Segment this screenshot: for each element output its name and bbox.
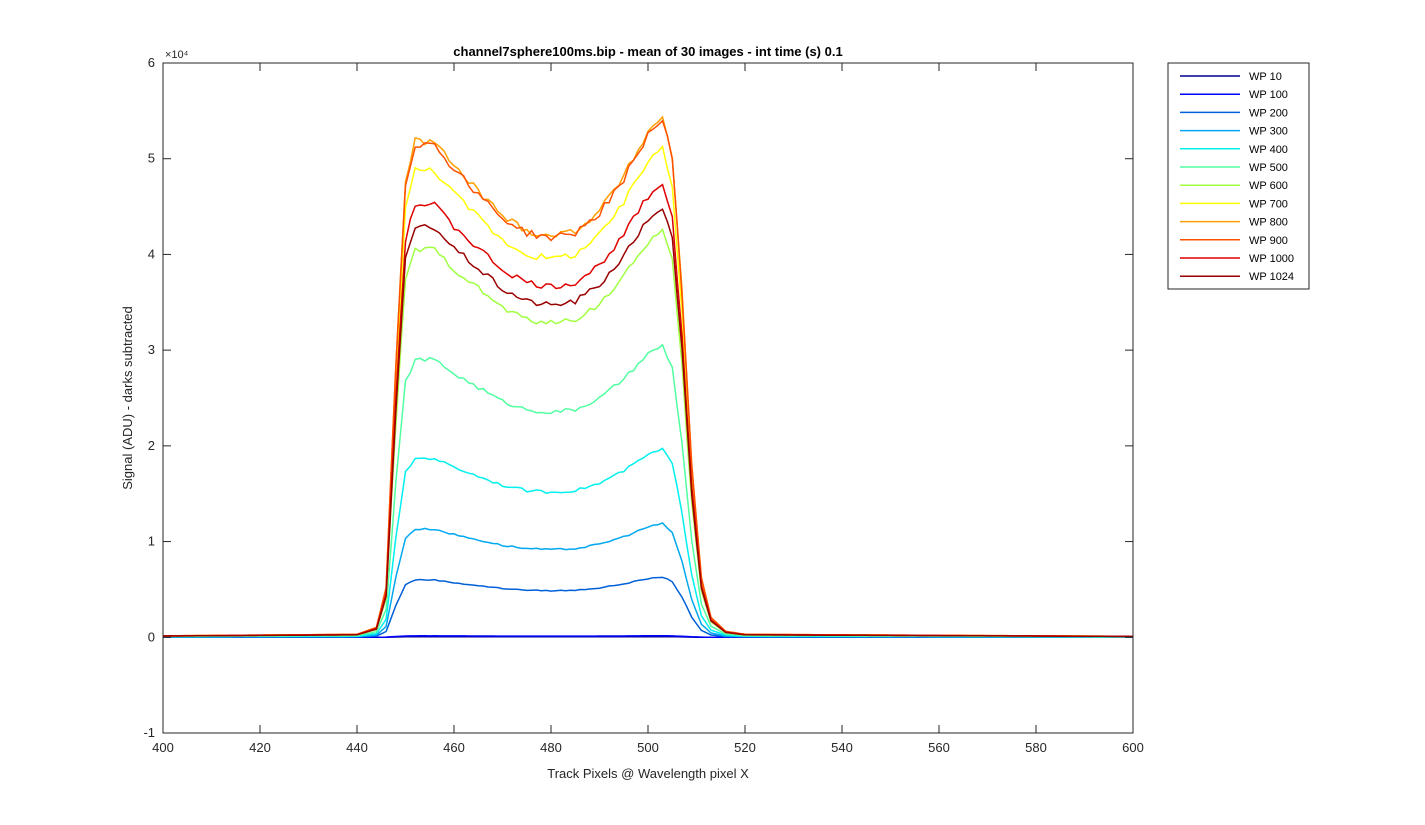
legend-entry: WP 600 xyxy=(1249,180,1288,192)
x-tick-label: 520 xyxy=(734,740,756,755)
y-tick-label: 6 xyxy=(148,55,155,70)
x-tick-label: 580 xyxy=(1025,740,1047,755)
y-tick-label: 4 xyxy=(148,246,155,261)
y-tick-label: 5 xyxy=(148,151,155,166)
y-tick-label: 2 xyxy=(148,438,155,453)
legend-entry: WP 800 xyxy=(1249,217,1288,229)
legend-entry: WP 10 xyxy=(1249,71,1282,83)
y-exponent-label: ×10⁴ xyxy=(165,49,189,61)
x-tick-label: 460 xyxy=(443,740,465,755)
legend-entry: WP 300 xyxy=(1249,126,1288,138)
legend-entry: WP 900 xyxy=(1249,235,1288,247)
chart-title: channel7sphere100ms.bip - mean of 30 ima… xyxy=(453,44,842,59)
legend-entry: WP 700 xyxy=(1249,198,1288,210)
x-tick-label: 420 xyxy=(249,740,271,755)
legend-entry: WP 1024 xyxy=(1249,271,1294,283)
x-tick-label: 600 xyxy=(1122,740,1144,755)
x-axis-label: Track Pixels @ Wavelength pixel X xyxy=(547,766,749,781)
x-tick-label: 560 xyxy=(928,740,950,755)
legend: WP 10 WP 100 WP 200 WP 300 WP 400 WP 500 WP 60… xyxy=(1167,62,1310,290)
y-tick-label: 1 xyxy=(148,534,155,549)
x-tick-label: 540 xyxy=(831,740,853,755)
y-ticks: -1 0 1 2 3 4 5 6 xyxy=(143,55,1133,740)
legend-entry: WP 200 xyxy=(1249,107,1288,119)
legend-box xyxy=(1167,62,1310,290)
y-axis-label: Signal (ADU) - darks subtracted xyxy=(120,306,135,490)
legend-entry: WP 1000 xyxy=(1249,253,1294,265)
series-layer xyxy=(162,115,1134,639)
x-tick-label: 480 xyxy=(540,740,562,755)
y-tick-label: -1 xyxy=(143,725,155,740)
x-tick-label: 440 xyxy=(346,740,368,755)
x-ticks: 400 420 440 460 480 500 520 540 560 580 600 xyxy=(152,63,1144,755)
x-tick-label: 400 xyxy=(152,740,174,755)
legend-entry: WP 100 xyxy=(1249,89,1288,101)
legend-entry: WP 500 xyxy=(1249,162,1288,174)
plot-area xyxy=(163,63,1133,733)
series-line-wp-1024 xyxy=(162,208,1134,638)
legend-entry: WP 400 xyxy=(1249,144,1288,156)
y-tick-label: 3 xyxy=(148,342,155,357)
x-tick-label: 500 xyxy=(637,740,659,755)
y-tick-label: 0 xyxy=(148,629,155,644)
